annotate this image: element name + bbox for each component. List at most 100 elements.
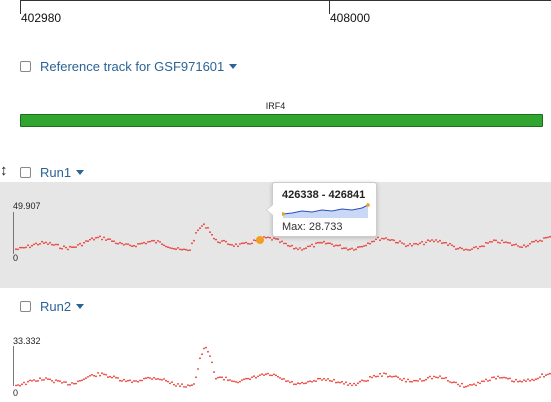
signal-point xyxy=(471,384,473,386)
signal-point xyxy=(263,236,265,238)
run2-track-panel[interactable] xyxy=(0,328,551,402)
caret-down-icon[interactable] xyxy=(229,64,238,69)
signal-point xyxy=(195,232,197,234)
signal-point xyxy=(345,381,347,384)
caret-down-icon[interactable] xyxy=(76,304,85,309)
run2-track-label[interactable]: Run2 xyxy=(40,298,72,314)
run2-checkbox[interactable] xyxy=(20,300,31,312)
signal-point xyxy=(389,239,391,242)
signal-point xyxy=(545,236,547,239)
signal-point xyxy=(17,248,19,251)
signal-point xyxy=(533,379,535,382)
signal-point xyxy=(407,378,409,381)
signal-point xyxy=(495,239,497,242)
signal-point xyxy=(179,248,181,251)
signal-point xyxy=(245,377,247,380)
signal-point xyxy=(239,243,241,245)
signal-point xyxy=(419,378,421,380)
signal-point xyxy=(469,249,471,251)
run1-track-label[interactable]: Run1 xyxy=(40,164,72,180)
signal-point xyxy=(267,372,269,375)
signal-point xyxy=(323,240,325,243)
signal-point xyxy=(205,346,207,349)
signal-point xyxy=(191,384,193,387)
signal-point xyxy=(273,373,275,376)
caret-down-icon[interactable] xyxy=(76,170,85,175)
signal-point xyxy=(37,243,39,246)
signal-point xyxy=(469,383,471,386)
signal-point xyxy=(45,377,47,379)
signal-point xyxy=(173,383,175,386)
signal-point xyxy=(451,381,453,384)
run1-axis-line xyxy=(13,212,14,254)
signal-point xyxy=(445,241,447,244)
signal-point xyxy=(515,243,517,246)
signal-point xyxy=(391,238,393,241)
reference-track-checkbox[interactable] xyxy=(20,60,31,72)
signal-point xyxy=(171,247,173,250)
signal-point xyxy=(315,380,317,383)
signal-point xyxy=(371,376,373,379)
signal-point xyxy=(95,375,97,378)
signal-point xyxy=(425,378,427,381)
signal-point xyxy=(19,246,21,249)
signal-point xyxy=(461,247,463,250)
signal-point xyxy=(433,240,435,243)
signal-point xyxy=(459,246,461,249)
signal-point xyxy=(487,380,489,382)
gene-bar[interactable] xyxy=(20,114,543,127)
signal-point xyxy=(207,350,209,353)
signal-point xyxy=(465,385,467,388)
signal-point xyxy=(385,237,387,239)
signal-point xyxy=(447,244,449,247)
signal-point xyxy=(453,245,455,248)
run1-checkbox[interactable] xyxy=(20,166,31,178)
signal-point xyxy=(309,245,311,247)
signal-point xyxy=(137,380,139,383)
signal-point xyxy=(101,372,103,374)
signal-point xyxy=(249,378,251,381)
signal-point xyxy=(519,380,521,383)
signal-point xyxy=(65,381,67,383)
signal-point xyxy=(323,377,325,380)
signal-point xyxy=(63,381,65,383)
run1-signal-plot[interactable] xyxy=(0,182,551,288)
signal-point xyxy=(277,375,279,378)
tooltip-arrow-inner xyxy=(267,205,273,215)
signal-point xyxy=(443,241,445,244)
signal-point xyxy=(341,380,343,383)
signal-point xyxy=(143,241,145,244)
signal-point xyxy=(65,246,67,249)
signal-point xyxy=(327,242,329,245)
up-down-arrow-icon[interactable]: ↕ xyxy=(0,162,8,179)
signal-point xyxy=(507,241,509,244)
signal-point xyxy=(517,380,519,383)
signal-point xyxy=(311,381,313,383)
signal-point xyxy=(117,377,119,379)
signal-point xyxy=(349,382,351,385)
signal-point xyxy=(319,377,321,380)
signal-point xyxy=(155,241,157,244)
signal-point xyxy=(375,238,377,241)
signal-point xyxy=(225,240,227,243)
signal-point xyxy=(387,375,389,378)
reference-track-header: Reference track for GSF971601 xyxy=(20,57,238,75)
signal-point xyxy=(535,239,537,242)
signal-point xyxy=(375,375,377,378)
signal-point xyxy=(281,378,283,381)
signal-point xyxy=(381,237,383,240)
signal-point xyxy=(29,379,31,382)
signal-point xyxy=(431,377,433,380)
signal-point xyxy=(159,241,161,243)
signal-point xyxy=(491,241,493,243)
signal-point xyxy=(119,379,121,382)
signal-point xyxy=(401,242,403,244)
reference-track-label[interactable]: Reference track for GSF971601 xyxy=(40,58,225,74)
signal-point xyxy=(243,378,245,381)
signal-point xyxy=(149,240,151,243)
run2-signal-plot[interactable] xyxy=(0,328,551,402)
signal-point xyxy=(357,382,359,385)
signal-point xyxy=(363,380,365,382)
signal-point xyxy=(219,241,221,244)
signal-point xyxy=(213,237,215,240)
